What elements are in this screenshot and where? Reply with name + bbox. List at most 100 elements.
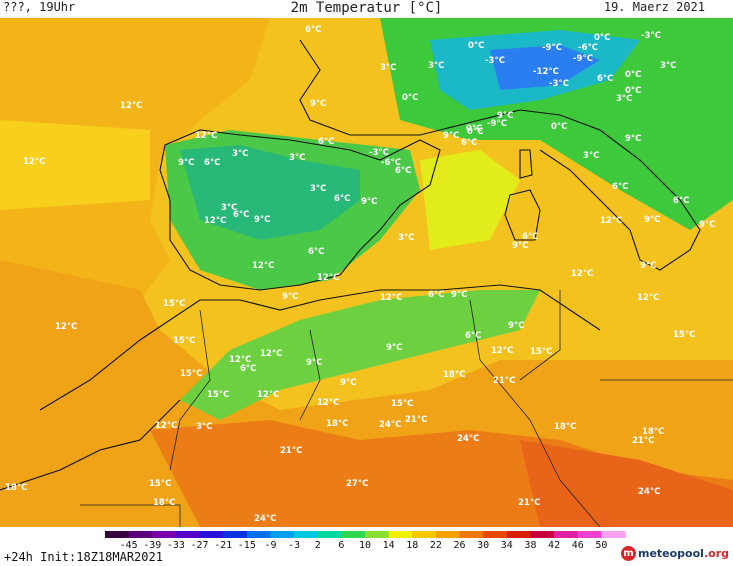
temp-label: 3°C <box>616 94 632 104</box>
scale-tick-label: 2 <box>314 540 321 551</box>
meteopool-logo: m meteopool.org <box>620 546 729 561</box>
temp-label: 12°C <box>571 269 593 279</box>
scale-segment <box>152 531 177 538</box>
scale-segment <box>341 531 366 538</box>
scale-tick-label: 38 <box>524 540 537 551</box>
temp-label: 15°C <box>530 347 552 357</box>
temp-label: 21°C <box>405 415 427 425</box>
scale-segment <box>483 531 508 538</box>
border-a <box>169 309 211 471</box>
map-title: 2m Temperatur [°C] <box>290 0 443 16</box>
scale-segment <box>506 531 531 538</box>
temp-label: 12°C <box>317 273 339 283</box>
sardinia-coast <box>504 189 541 241</box>
date-label: 19. Maerz 2021 <box>603 0 705 14</box>
temp-label: 6°C <box>240 364 256 374</box>
temp-label: 0°C <box>625 70 641 80</box>
borders <box>80 290 733 527</box>
temp-label: 0°C <box>594 33 610 43</box>
logo-icon: m <box>620 546 636 561</box>
temp-label: 12°C <box>229 355 251 365</box>
temp-label: 24°C <box>254 514 276 524</box>
temp-label: 6°C <box>465 331 481 341</box>
temp-label: 12°C <box>204 216 226 226</box>
temp-label: 6°C <box>395 166 411 176</box>
temp-label: 12°C <box>252 261 274 271</box>
scale-tick-label: -27 <box>190 540 209 551</box>
temp-label: 6°C <box>673 196 689 206</box>
color-scale-labels: -45 -39 -33 -27 -21 -15 -9 -3 2 6 10 14 18 22 26 30 34 38… <box>100 540 630 554</box>
scale-segment <box>175 531 201 538</box>
temp-label: 12°C <box>257 390 279 400</box>
scale-tick-label: -9 <box>264 540 277 551</box>
atlantic-mild-zone <box>0 120 150 210</box>
scale-segment <box>128 531 153 538</box>
scale-segment <box>270 531 295 538</box>
temp-label: -12°C <box>533 67 559 77</box>
temp-label: 0°C <box>467 127 483 137</box>
temp-label: 15°C <box>673 330 695 340</box>
temp-label: 6°C <box>308 247 324 257</box>
border-c <box>469 299 601 527</box>
temp-label: -3°C <box>485 56 505 66</box>
temp-label: 3°C <box>660 61 676 71</box>
temp-label: 12°C <box>23 157 45 167</box>
scale-tick-label: -33 <box>166 540 185 551</box>
temp-label: 6°C <box>305 25 321 35</box>
scale-segment <box>199 531 224 538</box>
scale-tick-label: 22 <box>429 540 442 551</box>
scale-tick-label: 26 <box>453 540 466 551</box>
temp-label: 12°C <box>260 349 282 359</box>
temp-label: 15°C <box>391 399 413 409</box>
temp-label: 9°C <box>497 111 513 121</box>
temp-label: -6°C <box>381 158 401 168</box>
scale-tick-label: 18 <box>406 540 419 551</box>
temp-label: -3°C <box>369 148 389 158</box>
temp-label: 12°C <box>380 293 402 303</box>
temp-label: 6°C <box>334 194 350 204</box>
temp-label: 18°C <box>554 422 576 432</box>
scale-segment <box>459 531 484 538</box>
temp-label: 15°C <box>163 299 185 309</box>
temp-label: 24°C <box>638 487 660 497</box>
init-time-label: +24h Init:18Z18MAR2021 <box>4 550 163 564</box>
temp-label: 12°C <box>195 131 217 141</box>
italy-coast <box>439 109 701 271</box>
temp-label: 3°C <box>380 63 396 73</box>
temp-label: -9°C <box>573 54 593 64</box>
temp-label: -6°C <box>578 43 598 53</box>
scale-segment <box>601 531 626 538</box>
scale-tick-label: 14 <box>382 540 395 551</box>
scale-segment <box>388 531 413 538</box>
temp-label: 3°C <box>289 153 305 163</box>
temp-label: 9°C <box>512 241 528 251</box>
temp-label: 21°C <box>280 446 302 456</box>
temp-label: 18°C <box>443 370 465 380</box>
temp-label: 9°C <box>625 134 641 144</box>
temp-label: -9°C <box>487 119 507 129</box>
temp-label: 9°C <box>310 99 326 109</box>
temp-label: 3°C <box>583 151 599 161</box>
temp-label: -3°C <box>641 31 661 41</box>
atlas-cool-zone <box>180 290 540 420</box>
temp-label: 18°C <box>642 427 664 437</box>
scale-segment <box>223 531 248 538</box>
scale-segment <box>246 531 271 538</box>
temp-label: 9°C <box>443 131 459 141</box>
temp-label: 9°C <box>361 197 377 207</box>
border-b <box>299 329 321 421</box>
scale-tick-label: 10 <box>358 540 372 551</box>
mediterranean-mild-zone <box>420 150 520 250</box>
temp-label: 9°C <box>386 343 402 353</box>
temp-label: 6°C <box>204 158 220 168</box>
temp-label: 3°C <box>221 203 237 213</box>
temp-label: 9°C <box>699 220 715 230</box>
temp-label: 9°C <box>644 215 660 225</box>
iberia-cold-zone <box>180 145 360 240</box>
scale-tick-label: 34 <box>500 540 513 551</box>
temp-label: 0°C <box>625 86 641 96</box>
temp-label: -9°C <box>542 43 562 53</box>
scale-segment <box>365 531 390 538</box>
scale-tick-label: -39 <box>143 540 162 551</box>
